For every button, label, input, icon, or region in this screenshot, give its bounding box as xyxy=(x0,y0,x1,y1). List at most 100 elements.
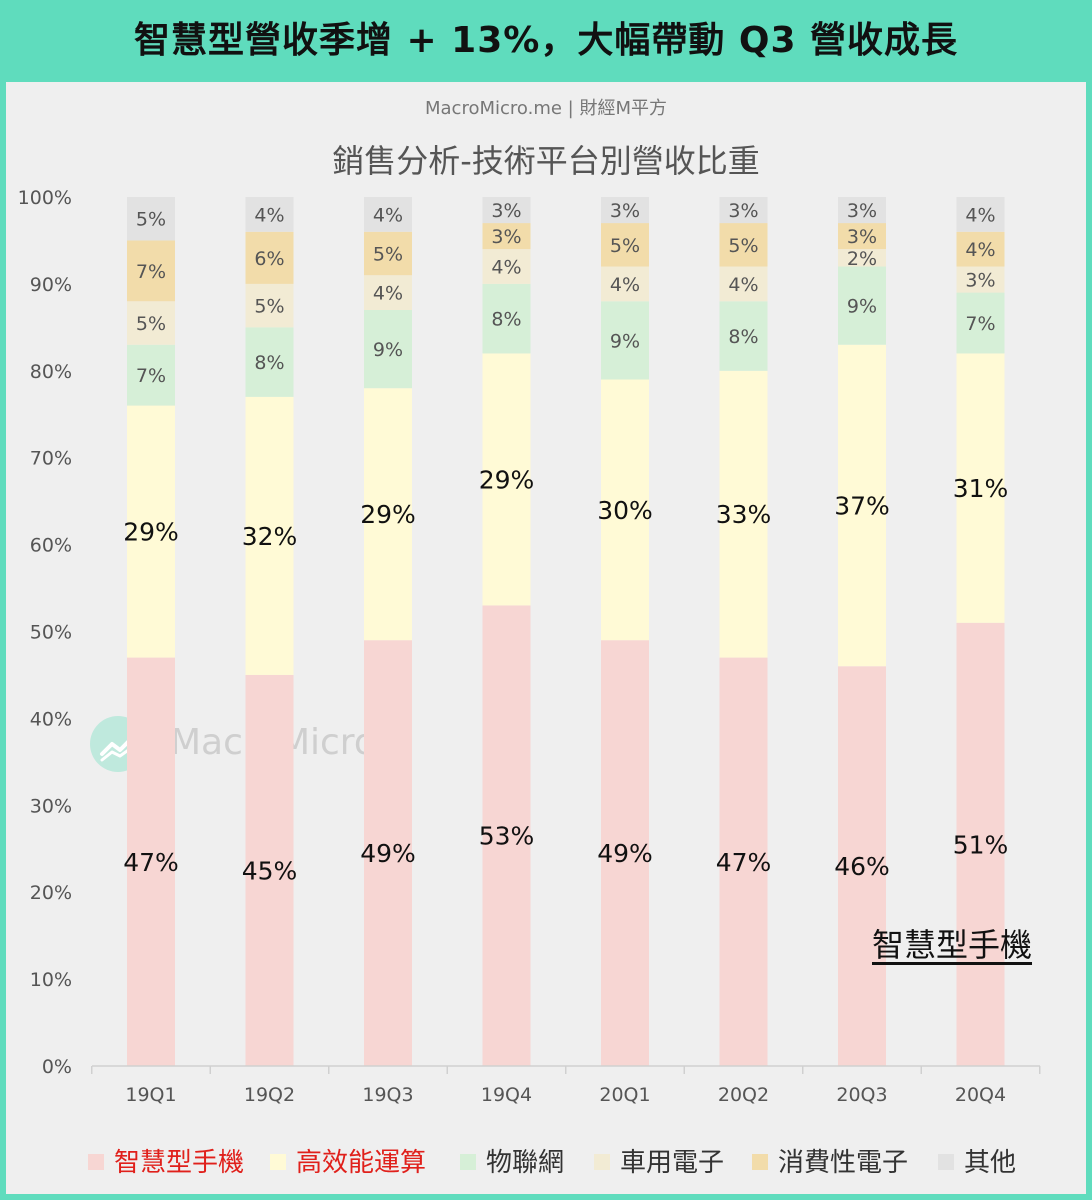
data-label: 32% xyxy=(242,522,298,551)
bars: 47% 29% 7% 5% 7% 5% 45% 32% 8% 5% 6% 4% 49% 29% 9% 4% 5%… xyxy=(123,197,1008,1066)
bar-segment xyxy=(482,249,531,284)
bar-segment xyxy=(364,231,412,276)
bar-segment xyxy=(838,223,886,250)
bar-segment xyxy=(719,370,768,658)
bar-segment xyxy=(956,231,1005,267)
data-label: 4% xyxy=(491,257,521,279)
x-tick-label: 20Q4 xyxy=(955,1084,1006,1106)
bar-segment xyxy=(364,640,412,1066)
bar-segment xyxy=(482,283,531,354)
data-label: 2% xyxy=(847,248,877,270)
legend-swatch xyxy=(88,1153,104,1170)
data-label: 7% xyxy=(136,261,166,283)
data-label: 3% xyxy=(965,270,995,292)
bar-segment xyxy=(838,266,886,345)
x-tick-label: 20Q3 xyxy=(836,1084,887,1106)
data-label: 5% xyxy=(373,243,403,265)
data-label: 29% xyxy=(360,500,416,529)
bar-segment xyxy=(719,266,768,302)
bar-segment xyxy=(482,223,531,250)
legend-item: 車用電子 xyxy=(594,1145,724,1181)
y-axis: 0% 10% 20% 30% 40% 50% 60% 70% 80% 90% 100% xyxy=(18,187,72,1078)
legend-item: 高效能運算 xyxy=(270,1145,426,1181)
bar-segment xyxy=(127,344,175,406)
legend-label: 車用電子 xyxy=(620,1148,725,1178)
legend-item: 其他 xyxy=(938,1145,1016,1181)
data-label: 3% xyxy=(491,200,521,222)
bar-segment xyxy=(601,223,649,267)
data-label: 3% xyxy=(728,200,758,222)
data-label: 7% xyxy=(136,365,166,387)
bar-segment xyxy=(482,197,531,224)
y-tick-label: 50% xyxy=(30,622,72,644)
bar-segment xyxy=(127,240,175,302)
legend: 智慧型手機 高效能運算 物聯網 車用電子 消費性電子 其他 xyxy=(0,1145,1092,1181)
x-tick-label: 19Q3 xyxy=(362,1084,413,1106)
y-tick-label: 90% xyxy=(30,274,72,296)
legend-item: 智慧型手機 xyxy=(88,1145,244,1181)
bar-segment xyxy=(956,266,1005,293)
y-tick-label: 10% xyxy=(30,969,72,991)
data-label: 5% xyxy=(136,209,166,231)
data-label: 29% xyxy=(123,518,179,547)
data-label: 7% xyxy=(965,313,995,335)
data-label: 4% xyxy=(610,274,640,296)
bar-segment xyxy=(838,249,886,267)
data-label: 5% xyxy=(610,235,640,257)
bar-segment xyxy=(956,197,1005,232)
y-tick-label: 100% xyxy=(18,187,72,209)
data-label: 31% xyxy=(953,474,1009,503)
bar-segment xyxy=(245,327,294,397)
source-credit: MacroMicro.me | 財經M平方 xyxy=(425,98,667,119)
data-label: 33% xyxy=(716,500,772,529)
annotation-label: 智慧型手機 xyxy=(872,926,1033,964)
data-label: 30% xyxy=(597,496,653,525)
data-label: 9% xyxy=(847,296,877,318)
chart-title: 銷售分析-技術平台別營收比重 xyxy=(332,142,760,180)
header-banner: 智慧型營收季增 + 13%，大幅帶動 Q3 營收成長 xyxy=(0,0,1092,82)
legend-swatch xyxy=(594,1153,610,1170)
legend-swatch xyxy=(460,1153,476,1170)
bar-segment xyxy=(127,197,175,241)
legend-label: 其他 xyxy=(964,1148,1017,1178)
data-label: 45% xyxy=(242,856,298,885)
bar-segment xyxy=(127,657,175,1066)
bar-segment xyxy=(245,674,294,1066)
bar-segment xyxy=(601,266,649,302)
data-label: 47% xyxy=(123,848,179,877)
data-label: 9% xyxy=(610,330,640,352)
data-label: 9% xyxy=(373,339,403,361)
bar-segment xyxy=(838,344,886,667)
legend-label: 消費性電子 xyxy=(778,1148,909,1178)
x-tick-label: 19Q2 xyxy=(244,1084,295,1106)
legend-swatch xyxy=(938,1153,954,1170)
y-tick-label: 60% xyxy=(30,535,72,557)
data-label: 47% xyxy=(716,848,772,877)
data-label: 8% xyxy=(728,326,758,348)
data-label: 3% xyxy=(847,226,877,248)
bar-segment xyxy=(719,657,768,1066)
bar-segment xyxy=(956,292,1005,354)
legend-swatch xyxy=(270,1153,286,1170)
bar-segment xyxy=(482,353,531,606)
bar-segment xyxy=(245,396,294,675)
data-label: 5% xyxy=(728,235,758,257)
y-tick-label: 80% xyxy=(30,361,72,383)
chart-frame xyxy=(6,82,1086,1194)
data-label: 4% xyxy=(373,283,403,305)
data-label: 51% xyxy=(953,830,1009,859)
data-label: 49% xyxy=(360,839,416,868)
data-label: 4% xyxy=(728,274,758,296)
legend-label: 高效能運算 xyxy=(296,1148,427,1178)
bar-segment xyxy=(601,379,649,641)
data-label: 8% xyxy=(491,309,521,331)
data-label: 6% xyxy=(254,248,284,270)
bar-segment xyxy=(364,309,412,389)
x-tick-label: 19Q4 xyxy=(481,1084,532,1106)
legend-item: 物聯網 xyxy=(460,1145,564,1181)
y-tick-label: 0% xyxy=(42,1056,72,1078)
bar-segment xyxy=(719,223,768,267)
data-label: 8% xyxy=(254,352,284,374)
stacked-bar-chart: 0% 10% 20% 30% 40% 50% 60% 70% 80% 90% 100% 47% 29%… xyxy=(18,187,1041,1106)
bar-segment xyxy=(838,666,886,1066)
